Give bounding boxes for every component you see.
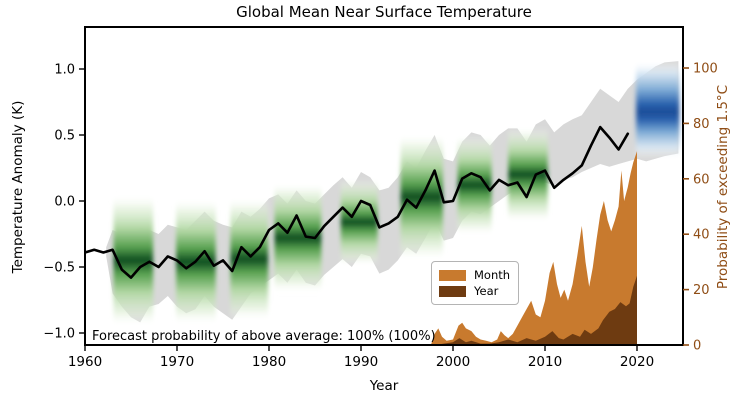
x-axis-tick-label: 2000 xyxy=(436,354,470,370)
x-axis-tick-label: 1970 xyxy=(160,354,194,370)
forecast-annotation: Forecast probability of above average: 1… xyxy=(92,329,436,344)
x-axis-tick-label: 1980 xyxy=(252,354,286,370)
legend-swatch-month xyxy=(439,269,466,281)
x-axis-tick-label: 1960 xyxy=(68,354,102,370)
x-axis-label: Year xyxy=(369,378,399,394)
observed-line xyxy=(85,125,630,279)
right-axis-tick-label: 0 xyxy=(693,339,701,354)
right-axis-tick-label: 60 xyxy=(693,172,710,187)
y-axis-tick-label: −1.0 xyxy=(43,327,75,342)
hindcast-patch xyxy=(113,194,154,327)
year-probability-area xyxy=(434,275,637,345)
y-axis-tick-label: 0.0 xyxy=(54,195,75,210)
legend-label-year: Year xyxy=(474,284,499,298)
legend-row-year: Year xyxy=(439,283,511,299)
month-probability-area xyxy=(430,151,637,345)
right-axis-tick-label: 100 xyxy=(693,62,718,77)
legend-label-month: Month xyxy=(474,268,511,282)
right-axis-tick-label: 20 xyxy=(693,283,710,298)
y-axis-tick-label: 1.0 xyxy=(54,63,75,78)
right-axis-tick-label: 80 xyxy=(693,117,710,132)
y-axis-tick-label: 0.5 xyxy=(54,129,75,144)
legend-row-month: Month xyxy=(439,267,511,283)
legend: Month Year xyxy=(431,261,519,305)
x-axis-tick-label: 2010 xyxy=(528,354,562,370)
plot-border xyxy=(84,26,684,346)
x-axis-tick-label: 1990 xyxy=(344,354,378,370)
forecast-patch xyxy=(636,61,680,159)
hindcast-patch xyxy=(340,178,378,266)
y-axis-tick-label: −0.5 xyxy=(43,261,75,276)
right-axis-tick-label: 40 xyxy=(693,228,710,243)
legend-swatch-year xyxy=(439,285,466,297)
plot-inner xyxy=(85,61,680,345)
x-axis-tick-label: 2020 xyxy=(620,354,654,370)
hindcast-patch xyxy=(508,127,548,223)
chart-title: Global Mean Near Surface Temperature xyxy=(236,3,532,21)
